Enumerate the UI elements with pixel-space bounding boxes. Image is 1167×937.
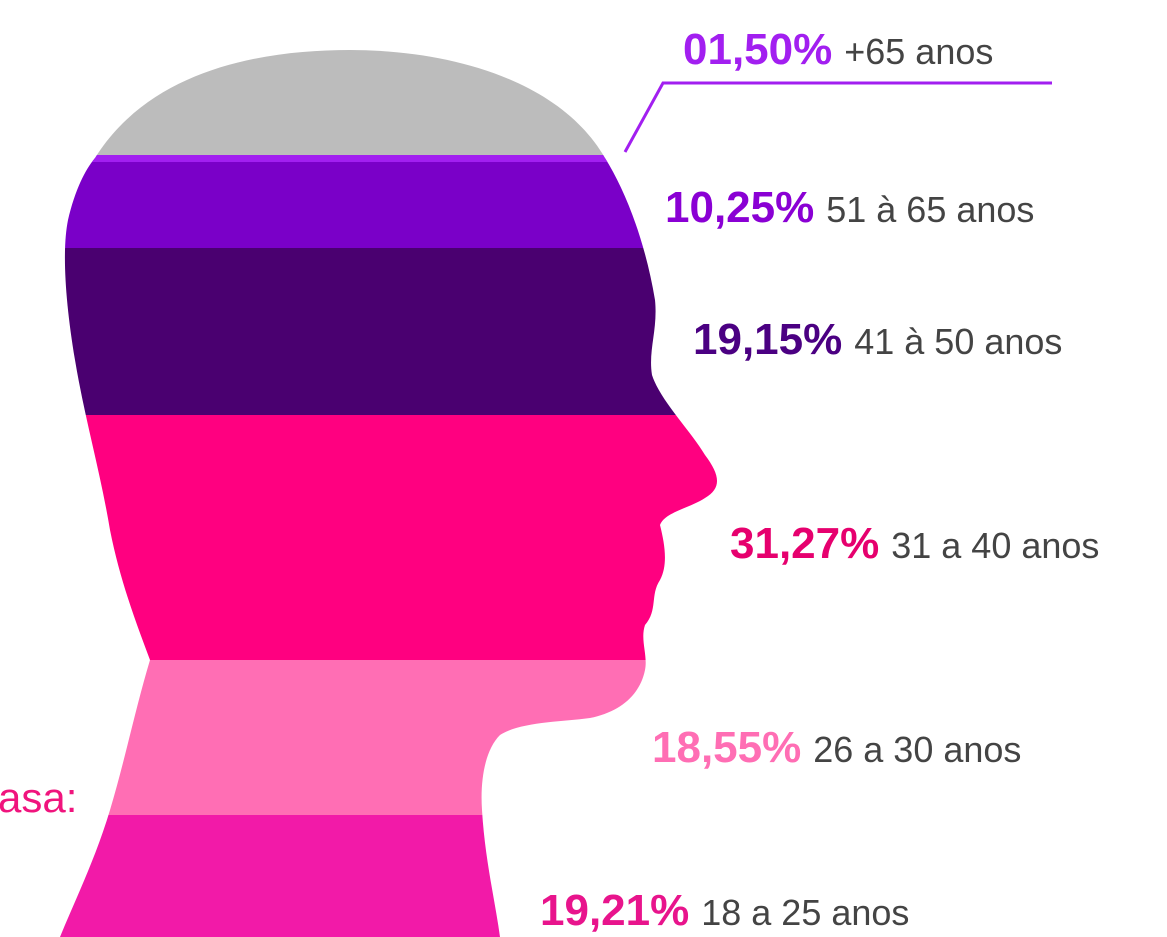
age-range: +65 anos (844, 31, 993, 72)
segment-label: 10,25% 51 à 65 anos (665, 183, 1034, 232)
age-range: 31 a 40 anos (891, 525, 1099, 566)
leader-line (625, 83, 1052, 152)
segment-label: 31,27% 31 a 40 anos (730, 519, 1099, 568)
age-range: 41 à 50 anos (854, 321, 1062, 362)
infographic: asa: 01,50% +65 anos 10,25% 51 à 65 anos 19,… (0, 0, 1167, 937)
head-silhouette (0, 40, 760, 937)
percentage: 31,27% (730, 519, 879, 568)
annotation: asa: (0, 774, 77, 821)
head-band (0, 248, 760, 415)
segment-label: 19,15% 41 à 50 anos (693, 315, 1062, 364)
percentage: 01,50% (683, 25, 832, 74)
percentage: 19,21% (540, 886, 689, 935)
segment-label: 01,50% +65 anos (683, 25, 993, 74)
segment-label: 18,55% 26 a 30 anos (652, 723, 1021, 772)
segment-label: 19,21% 18 a 25 anos (540, 886, 909, 935)
age-range: 18 a 25 anos (701, 892, 909, 933)
age-range: 51 à 65 anos (826, 189, 1034, 230)
head-band (0, 40, 760, 158)
head-band (0, 158, 760, 248)
age-range: 26 a 30 anos (813, 729, 1021, 770)
percentage: 18,55% (652, 723, 801, 772)
head-band (0, 660, 760, 815)
percentage: 19,15% (693, 315, 842, 364)
head-band (0, 415, 760, 660)
percentage: 10,25% (665, 183, 814, 232)
band-highlight (0, 155, 760, 162)
